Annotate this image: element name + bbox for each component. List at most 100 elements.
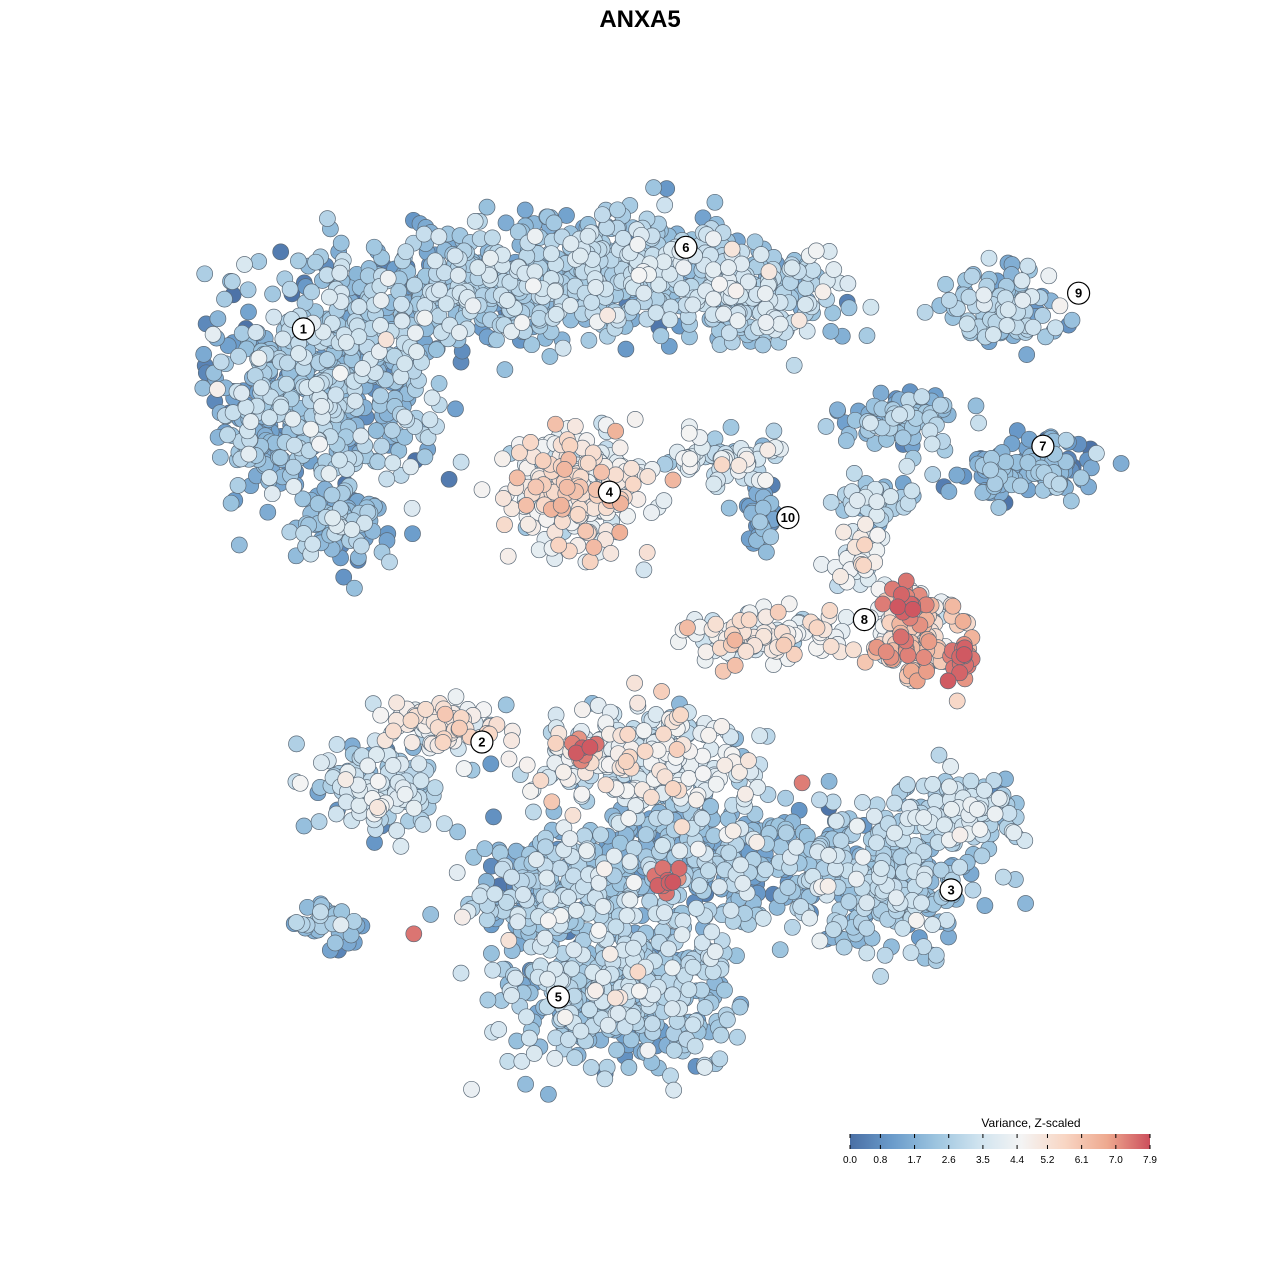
cell-point (982, 461, 999, 479)
colorbar-tick-label: 4.4 (1010, 1155, 1024, 1166)
cell-point (636, 742, 654, 760)
cell-point (596, 1070, 614, 1088)
cell-point (580, 332, 598, 349)
cell-point (513, 314, 531, 331)
cell-point (579, 227, 597, 245)
cell-point (569, 506, 587, 523)
cell-point (593, 463, 610, 481)
cell-point (252, 379, 270, 397)
cell-point (1024, 318, 1042, 336)
cell-point (1063, 311, 1081, 329)
cell-point (854, 848, 872, 866)
cell-point (752, 246, 770, 263)
cell-point (539, 912, 557, 930)
cell-point (734, 875, 752, 892)
cell-point (303, 283, 320, 301)
cell-point (309, 495, 327, 513)
cell-point (209, 381, 226, 398)
cell-point (519, 515, 537, 533)
cell-point (902, 944, 920, 962)
cell-point (758, 543, 775, 561)
cell-point (924, 916, 941, 933)
cell-point (962, 772, 980, 790)
cell-point (719, 1011, 736, 1029)
cell-point (558, 478, 576, 496)
cell-point (712, 1026, 730, 1044)
cell-point (832, 832, 850, 849)
cell-point (607, 466, 625, 484)
cell-point (372, 706, 390, 724)
cell-point (494, 450, 511, 468)
cell-point (497, 696, 515, 714)
cell-point (975, 286, 993, 304)
cell-point (1112, 455, 1130, 472)
cell-point (1019, 257, 1037, 275)
cell-point (968, 801, 986, 818)
cell-point (643, 504, 660, 521)
cell-point (886, 794, 903, 812)
cell-point (194, 379, 212, 397)
cell-point (765, 422, 783, 440)
cell-point (821, 602, 839, 619)
cell-point (793, 774, 811, 792)
cell-point (740, 752, 757, 769)
cell-point (655, 253, 673, 271)
cell-point (288, 735, 305, 753)
cell-point (503, 987, 520, 1004)
cell-point (681, 450, 699, 468)
cell-point (660, 940, 677, 958)
cell-point (924, 776, 942, 793)
cell-point (611, 524, 629, 541)
cell-point (726, 631, 744, 649)
cell-point (402, 712, 420, 729)
cell-point (703, 923, 721, 941)
cell-point (943, 801, 960, 818)
cell-point (222, 494, 240, 512)
cluster-label-9: 9 (1066, 281, 1091, 305)
cell-point (229, 477, 247, 494)
cell-point (804, 261, 822, 279)
cluster-label-text: 7 (1039, 439, 1046, 454)
cell-point (285, 458, 302, 476)
cell-point (715, 305, 732, 323)
cell-point (416, 309, 434, 327)
cell-point (590, 922, 608, 939)
cell-point (751, 513, 769, 531)
cell-point (915, 871, 933, 889)
cell-point (637, 826, 655, 844)
cell-point (261, 409, 278, 427)
cell-point (379, 270, 397, 287)
cell-point (579, 454, 597, 472)
cell-point (534, 452, 552, 470)
cell-point (392, 838, 410, 855)
cell-point (654, 837, 671, 854)
cell-point (932, 396, 949, 414)
cell-point (762, 528, 780, 546)
cell-point (430, 228, 448, 245)
cell-point (837, 608, 855, 626)
cell-point (680, 981, 698, 999)
cell-point (507, 969, 524, 987)
cell-point (483, 945, 500, 962)
cell-point (825, 261, 843, 278)
cell-point (731, 998, 749, 1016)
cell-point (524, 277, 542, 295)
cell-point (858, 919, 875, 937)
cell-point (542, 891, 560, 909)
cell-point (552, 496, 570, 514)
cell-point (369, 773, 387, 790)
cell-point (369, 453, 387, 471)
cell-point (539, 970, 556, 988)
cell-point (696, 1059, 714, 1076)
cell-point (484, 229, 501, 247)
cell-point (526, 263, 544, 281)
cluster-label-text: 3 (947, 882, 954, 897)
cell-point (484, 961, 502, 979)
cell-point (497, 214, 515, 232)
cell-point (331, 264, 349, 282)
cell-point (705, 261, 722, 279)
cell-point (710, 878, 728, 896)
cell-point (620, 1059, 638, 1076)
cell-point (920, 633, 938, 651)
